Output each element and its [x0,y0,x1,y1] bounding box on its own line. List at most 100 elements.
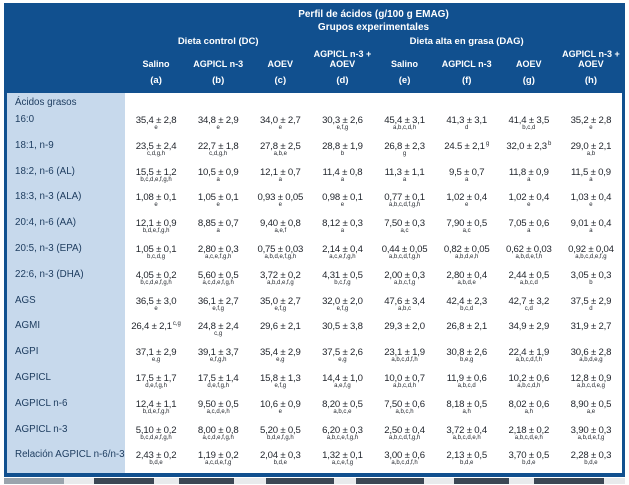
data-cell: 11,9 ± 0,6 a,b,c,d [436,370,498,396]
data-cell: 47,6 ± 3,4 a,b,c [374,293,436,319]
cell-value: 37,1 ± 2,9 [135,347,177,359]
cell-value: 24.5 ± 2,1g [444,140,490,152]
cell-value: 8,18 ± 0,5 [446,398,487,410]
cell-value: 2,14 ± 0,4 [322,243,363,255]
significance-letters: b,d,e [149,460,163,467]
data-cell: 11,5 ± 0,9 a [560,164,622,190]
significance-letters: b [547,140,552,147]
cell-value: 30,6 ± 2,8 [570,347,612,359]
data-cell: 2,43 ± 0,2 b,d,e [125,447,187,473]
data-cell: 10,6 ± 0,9 e [249,396,311,422]
significance-letters: e,g [151,357,161,364]
significance-letters: b,d,e [584,460,598,467]
table-row: AGPICL n-3 5,10 ± 0,2 b,c,d,e,f,g,h 8,00 ± … [7,421,622,448]
cell-value: 10,6 ± 0,9 [260,398,301,410]
significance-letters: a,c,d,e,f,g,h [202,279,234,286]
significance-letters: b,d,e,f,g,h [142,408,170,415]
cell-value: 29,6 ± 2,1 [260,321,301,333]
significance-letters: a,h [524,408,533,415]
cell-value: 1,02 ± 0,4 [446,192,487,204]
data-cell: 23,1 ± 1,9 a,b,c,d,f,h [374,344,436,370]
column-letter: (c) [274,75,287,86]
significance-letters: a,c,e,f,g,h [329,253,356,260]
significance-letters: a,c,d,e,f,g [205,460,232,467]
row-label: 18:1, n-9 [7,137,125,164]
significance-letters: a [216,176,220,183]
cell-value: 8,90 ± 0,5 [570,398,612,410]
data-cell: 15,8 ± 1,3 e,f,g [249,370,311,396]
data-cell: 10,2 ± 0,6 a,b,c,d,h [498,370,560,396]
significance-letters: e,f,g [212,305,225,312]
cell-value: 14,4 ± 1,0 [322,372,363,384]
group-header-dc: Dieta control (DC) [177,36,259,47]
significance-letters: c,d,g,h [209,150,228,157]
significance-letters: a,b,c,d [519,279,538,286]
data-cell: 2,80 ± 0,4 a,b,d,e [436,267,498,293]
data-cell: 8,00 ± 0,8 a,c,d,e,f,g,h [187,422,249,448]
significance-letters: a [402,176,407,183]
data-cell: 45,4 ± 3,1 a,b,c,d,h [374,112,436,138]
column-header: AGPICL n-3 + AOEV [562,49,620,69]
data-cell: 3,00 ± 0,6 a,b,c,d,f,h [374,447,436,473]
significance-letters: e,f,g [274,382,287,389]
table-row: AGPI 37,1 ± 2,9 e,g 39,1 ± 3,7 e,f,g,h 35,4 ±… [7,344,622,370]
cell-value: 34,0 ± 2,7 [260,115,301,126]
significance-letters: a,b,c,d,e,g [576,382,605,389]
significance-letters: a [527,176,531,183]
cell-value: 0,92 ± 0,04 [568,243,614,255]
significance-letters: b [340,150,345,157]
cell-value: 3,72 ± 0,4 [446,424,487,436]
data-cell: 4,05 ± 0,2 b,c,d,e,f,g,h [125,267,187,293]
cell-value: 1,19 ± 0,2 [197,450,239,462]
cell-value: 0,75 ± 0,03 [257,243,304,255]
data-cell: 5,60 ± 0,5 a,c,d,e,f,g,h [187,267,249,293]
data-cell: 36,5 ± 3,0 e [125,293,187,319]
significance-letters: e,f,g,h [209,357,227,364]
row-label: Relación AGPICL n-6/n-3 [7,447,125,474]
cell-value: 41,4 ± 3,5 [508,115,550,126]
cell-value: 4,05 ± 0,2 [135,269,177,281]
cell-value: 34,8 ± 2,9 [197,115,239,126]
significance-letters: a,b,d,e,f,g [577,434,605,441]
cell-value: 34,9 ± 2,9 [508,321,550,333]
significance-letters: a [278,176,282,183]
significance-letters: b,d,e [460,460,474,467]
cell-value: 3,70 ± 0,5 [508,450,550,462]
data-cell: 12,4 ± 1,1 b,d,e,f,g,h [125,396,187,422]
data-cell: 1,02 ± 0,4 e [498,189,560,215]
table-row: AGPICL n-6 12,4 ± 1,1 b,d,e,f,g,h 9,50 ± 0,… [7,395,622,422]
significance-letters: a [465,176,469,183]
data-cell: 29,6 ± 2,1 [249,318,311,344]
table-row: 20:5, n-3 (EPA) 1,05 ± 0,1 b,c,d,g 2,80 ± 0… [7,240,622,267]
column-letter: (g) [522,75,535,86]
data-cell: 2,04 ± 0,3 b,d,e [249,447,311,473]
cell-value: 45,4 ± 3,1 [384,115,425,126]
cell-value: 15,5 ± 1,2 [135,166,177,178]
column-letter: (d) [336,75,349,86]
cell-value: 12,1 ± 0,9 [135,218,177,230]
row-label: AGMI [7,318,125,345]
section-row: Ácidos grasos [7,93,622,112]
significance-letters: e [154,125,158,131]
data-cell: 28,8 ± 1,9 b [311,138,373,164]
cell-value: 9,5 ± 0,7 [448,166,485,178]
data-cell: 39,1 ± 3,7 e,f,g,h [187,344,249,370]
significance-letters: a,b,c,d,h [393,382,417,389]
significance-letters: a,b,c,f,g [393,279,416,286]
cell-value: 31,9 ± 2,7 [570,321,612,333]
data-cell: 26,8 ± 2,3 g [374,138,436,164]
data-cell: 35,0 ± 2,7 e,f,g [249,293,311,319]
significance-letters: a,b,c,d,e,h [452,434,481,441]
cell-value: 10,5 ± 0,9 [197,166,239,178]
cell-value: 7,50 ± 0,6 [384,398,425,410]
significance-letters: e [154,202,158,209]
significance-letters: a,e [586,408,596,415]
column-letter: (f) [461,75,472,86]
data-cell: 7,05 ± 0,6 a [498,215,560,241]
data-cell: 8,90 ± 0,5 a,e [560,396,622,422]
data-cell: 3,70 ± 0,5 b,d,e [498,447,560,473]
cell-value: 8,12 ± 0,3 [322,218,363,230]
significance-letters: a,e,f [274,228,287,235]
data-cell: 8,12 ± 0,3 a [311,215,373,241]
significance-letters: a,b,c,d,f,g,h [388,253,421,260]
